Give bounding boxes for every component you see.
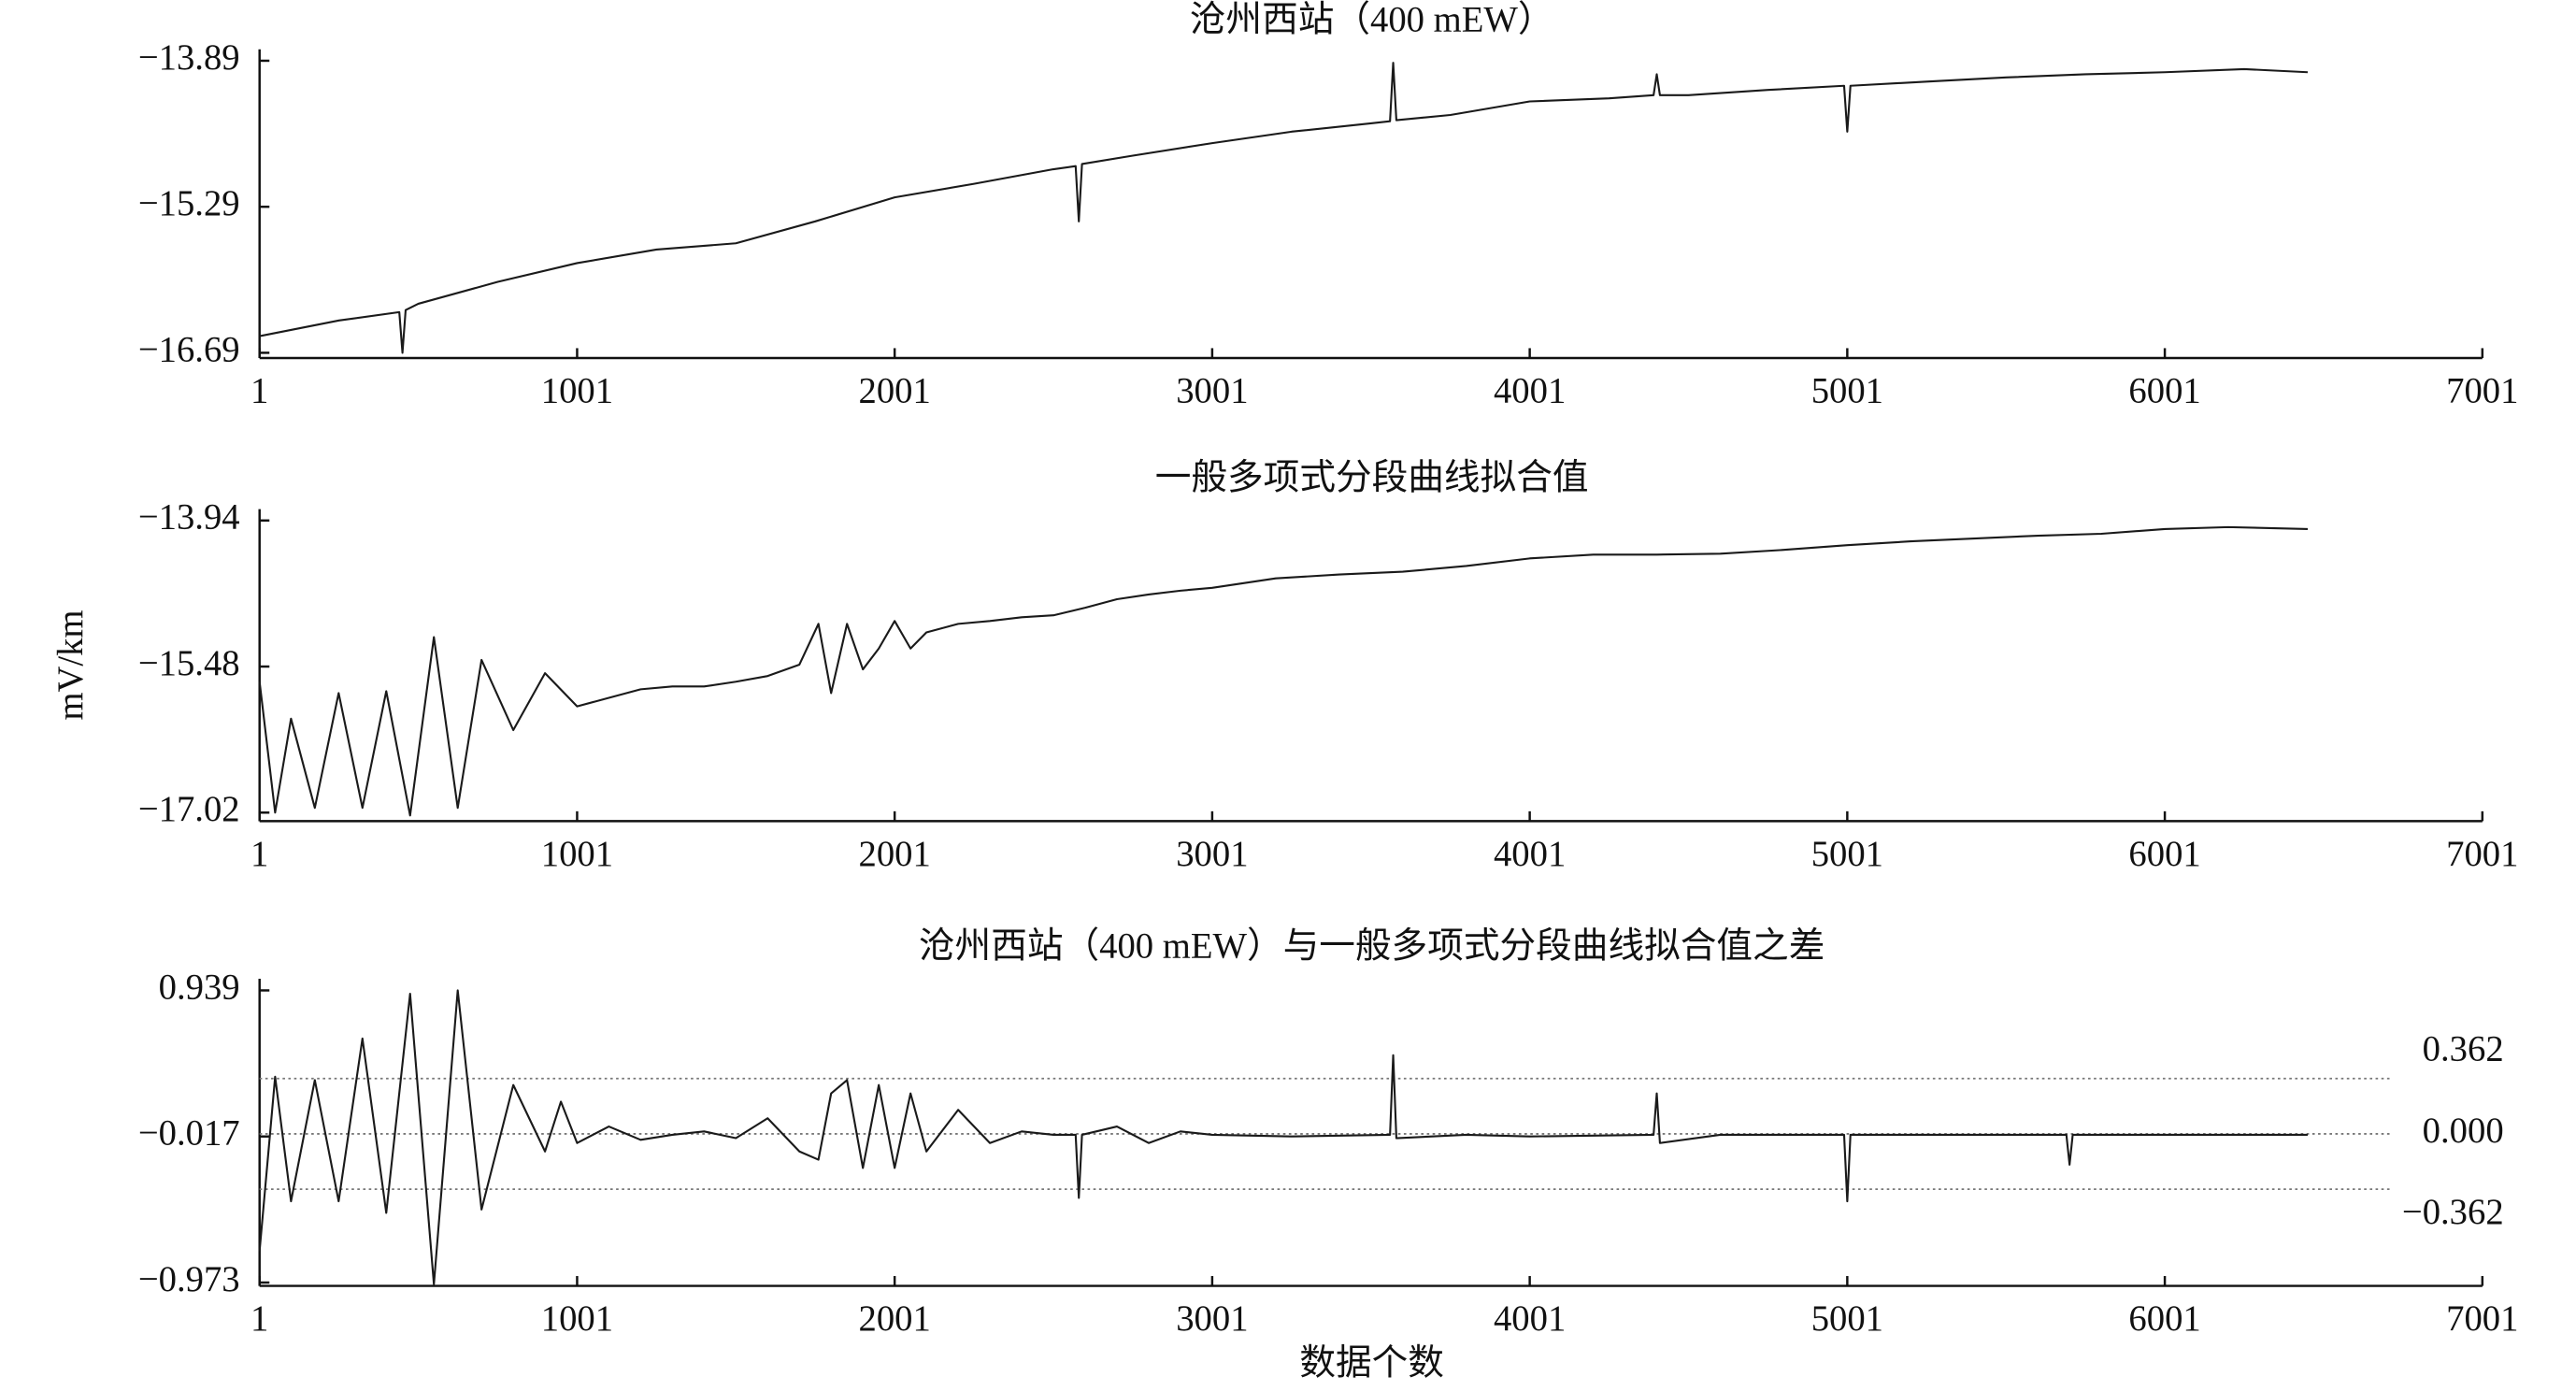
x-tick-label: 7001 [2446,835,2518,874]
data-line [258,989,2308,1285]
reference-label: 0.362 [2423,1030,2504,1069]
chart-title: 沧州西站（400 mEW） [1190,0,1554,39]
x-tick-label: 1 [250,372,268,411]
x-axis-label: 数据个数 [1299,1344,1444,1384]
x-tick-label: 2001 [859,1299,931,1339]
y-axis-label: mV/km [51,609,91,720]
x-tick-label: 3001 [1176,1299,1248,1339]
x-tick-label: 1 [250,835,268,874]
x-tick-label: 2001 [859,835,931,874]
y-tick-label: −13.94 [138,498,240,538]
data-line [258,525,2308,817]
x-tick-label: 5001 [1811,372,1883,411]
data-line [259,62,2309,354]
x-tick-label: 4001 [1494,1299,1566,1339]
chart-title: 沧州西站（400 mEW）与一般多项式分段曲线拟合值之差 [919,925,1825,966]
x-tick-label: 3001 [1176,372,1248,411]
x-tick-label: 1 [250,1299,268,1339]
x-tick-label: 1001 [541,1299,613,1339]
x-tick-label: 4001 [1494,372,1566,411]
y-tick-label: −16.69 [138,330,240,369]
reference-label: −0.362 [2402,1193,2504,1232]
chart-title: 一般多项式分段曲线拟合值 [1155,458,1589,498]
y-tick-label: −13.89 [138,38,240,78]
y-tick-label: −15.48 [138,644,240,683]
y-tick-label: −0.973 [138,1260,240,1299]
x-tick-label: 5001 [1811,835,1883,874]
x-tick-label: 5001 [1811,1299,1883,1339]
y-tick-label: −0.017 [138,1114,240,1154]
x-tick-label: 1001 [541,372,613,411]
x-tick-label: 6001 [2128,1299,2200,1339]
x-tick-label: 4001 [1494,835,1566,874]
x-tick-label: 6001 [2128,372,2200,411]
x-tick-label: 2001 [859,372,931,411]
y-tick-label: −17.02 [138,790,240,829]
x-tick-label: 3001 [1176,835,1248,874]
x-tick-label: 6001 [2128,835,2200,874]
y-tick-label: 0.939 [159,968,240,1007]
y-tick-label: −15.29 [138,184,240,223]
x-tick-label: 7001 [2446,372,2518,411]
x-tick-label: 7001 [2446,1299,2518,1339]
reference-label: 0.000 [2423,1111,2504,1151]
x-tick-label: 1001 [541,835,613,874]
